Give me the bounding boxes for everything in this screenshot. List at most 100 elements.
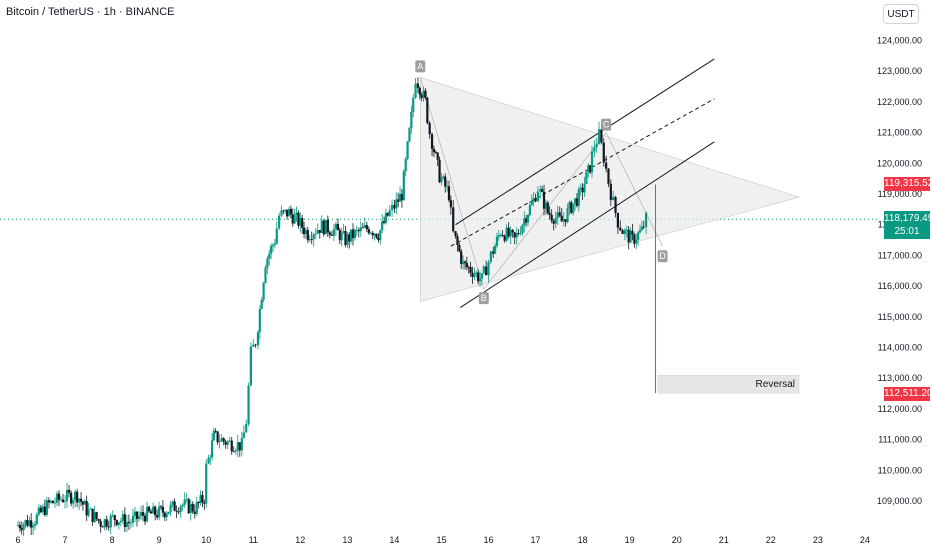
candle-body (83, 501, 86, 505)
candle-body (503, 235, 506, 241)
candle-body (87, 509, 90, 516)
candle-body (544, 202, 548, 209)
y-tick-label: 122,000.00 (877, 97, 922, 107)
x-tick-label: 7 (63, 535, 68, 545)
candle-body (548, 213, 551, 215)
candle-body (240, 438, 243, 451)
candle-body (30, 520, 33, 528)
candle-body (637, 232, 640, 241)
candle-body (74, 491, 77, 501)
candle-body (53, 502, 57, 504)
candle-body (452, 207, 455, 232)
candle-body (63, 501, 67, 502)
candle-body (640, 226, 643, 231)
candle-body (542, 191, 546, 209)
x-tick-label: 14 (389, 535, 399, 545)
candle-body (69, 492, 73, 504)
candle-body (536, 191, 540, 202)
candle-body (426, 97, 429, 124)
candle-body (642, 226, 645, 228)
candle-body (556, 212, 559, 219)
candle-body (45, 500, 49, 515)
candle-body (249, 346, 252, 386)
candle-body (326, 219, 329, 233)
candle-body (645, 212, 648, 227)
candle-body (493, 245, 497, 254)
candle-body (167, 511, 170, 515)
candle-body (566, 208, 569, 223)
countdown-timer: 25:01 (894, 226, 920, 237)
candle-body (322, 220, 325, 235)
candle-body (589, 165, 592, 173)
x-tick-label: 10 (201, 535, 211, 545)
candle-body (16, 525, 20, 526)
current-price-value: 118,179.49 (884, 213, 932, 224)
candle-body (78, 498, 81, 503)
x-tick-label: 17 (531, 535, 541, 545)
candle-body (216, 431, 219, 443)
candle-body (363, 225, 366, 228)
candle-body (312, 234, 315, 240)
candle-body (497, 235, 500, 237)
candle-body (39, 507, 42, 513)
candle-body (353, 229, 356, 238)
candle-body (492, 251, 495, 254)
candle-body (573, 198, 577, 204)
candle-body (469, 267, 472, 273)
candle-body (121, 514, 124, 521)
candle-body (511, 229, 514, 233)
candle-body (612, 196, 615, 200)
candles (16, 77, 648, 537)
candle-body (568, 202, 571, 209)
triangle-pattern (419, 76, 801, 302)
x-tick-label: 19 (625, 535, 635, 545)
candle-body (418, 87, 421, 95)
candle-body (614, 196, 617, 213)
candle-body (489, 251, 492, 262)
candle-body (428, 123, 431, 135)
candle-body (597, 129, 601, 144)
x-tick-label: 13 (342, 535, 352, 545)
candle-body (627, 229, 630, 243)
candle-body (95, 512, 98, 520)
candle-body (552, 220, 555, 224)
candle-body (320, 220, 323, 233)
upper-price-tag: 119,315.52 (884, 177, 932, 191)
candle-body (444, 176, 447, 187)
candle-body (222, 438, 225, 442)
candle-body (377, 237, 380, 241)
candle-body (197, 502, 200, 504)
candle-body (226, 441, 229, 445)
candle-body (187, 499, 190, 514)
candle-body (442, 176, 445, 179)
candle-body (509, 229, 512, 237)
candle-body (201, 495, 204, 503)
candle-body (47, 500, 51, 503)
y-tick-label: 116,000.00 (878, 281, 922, 291)
currency-button[interactable]: USDT (883, 4, 919, 24)
candle-body (91, 508, 94, 522)
y-tick-label: 120,000.00 (877, 158, 922, 168)
candle-body (256, 332, 260, 346)
candle-body (93, 512, 96, 522)
y-tick-label: 111,000.00 (878, 435, 922, 445)
candle-body (230, 440, 233, 452)
candle-body (336, 223, 340, 231)
candle-body (485, 266, 488, 276)
y-tick-label: 115,000.00 (878, 312, 922, 322)
candle-body (393, 204, 396, 209)
candle-body (299, 217, 302, 226)
candle-body (245, 424, 248, 433)
candle-body (113, 515, 116, 521)
candle-body (564, 219, 567, 223)
candle-body (185, 499, 188, 500)
candle-body (539, 189, 542, 192)
candle-body (477, 272, 480, 282)
candle-body (163, 512, 166, 518)
candle-body (382, 221, 386, 223)
candle-body (521, 225, 524, 234)
candle-body (20, 528, 23, 531)
candle-body (505, 227, 508, 241)
candle-body (475, 272, 478, 275)
